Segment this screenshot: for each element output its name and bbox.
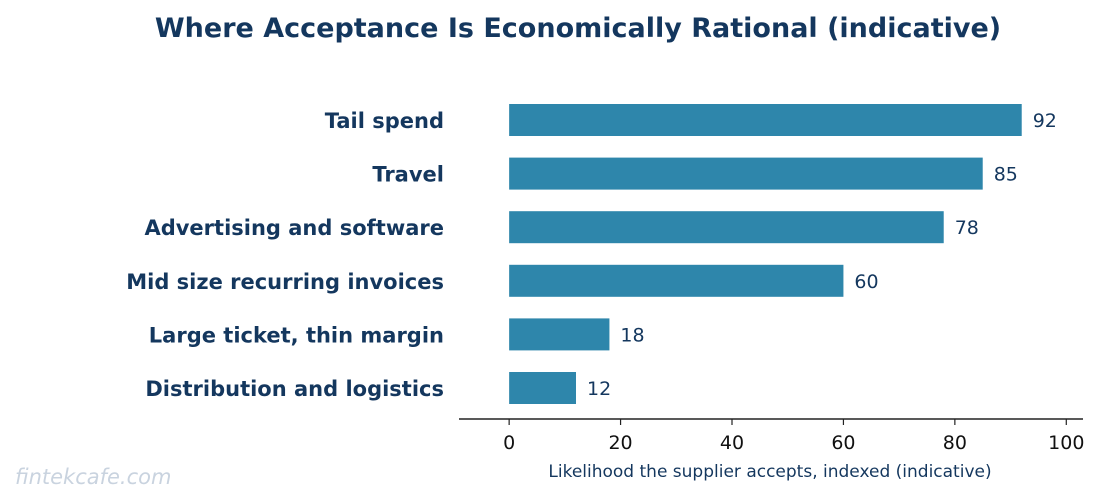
bar [509,104,1022,136]
x-tick-label: 100 [1048,432,1084,454]
bar [509,318,610,351]
x-axis-label: Likelihood the supplier accepts, indexed… [548,462,991,482]
x-tick-label: 0 [503,432,515,454]
bar [509,157,983,190]
bar [509,372,576,404]
category-labels-layer: Tail spend Travel Advertising and software… [126,109,444,401]
x-tick-label: 40 [720,432,744,454]
value-label: 92 [1033,110,1057,132]
chart-title: Where Acceptance Is Economically Rationa… [155,13,1001,44]
x-tick-label: 80 [943,432,967,454]
value-label: 60 [854,271,878,293]
value-labels-layer: 92 85 78 60 18 12 [587,110,1057,400]
value-label: 18 [620,324,644,346]
category-label: Advertising and software [144,216,444,240]
x-tick-label: 20 [608,432,632,454]
bar [509,211,944,244]
category-label: Mid size recurring invoices [126,270,444,294]
x-tick-label: 60 [831,432,855,454]
x-ticks-layer: 0 20 40 60 80 100 [503,419,1084,454]
category-label: Travel [372,163,444,187]
category-label: Tail spend [325,109,444,133]
value-label: 12 [587,378,611,400]
bar [509,264,844,297]
watermark: fintekcafe.com [15,465,171,489]
bars-layer [509,104,1022,404]
category-label: Distribution and logistics [145,377,444,401]
value-label: 85 [994,164,1018,186]
category-label: Large ticket, thin margin [149,323,444,347]
value-label: 78 [955,217,979,239]
